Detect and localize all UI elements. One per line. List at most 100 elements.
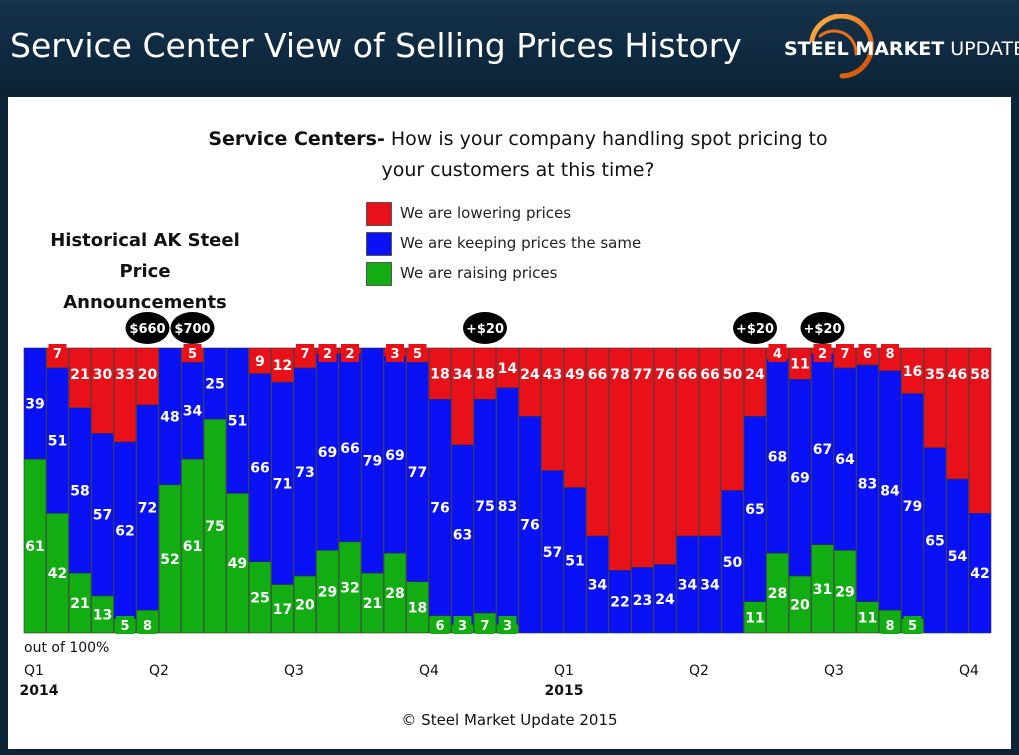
label-same: 57 (93, 508, 112, 524)
label-raising: 61 (183, 539, 202, 555)
label-lowering: 21 (70, 367, 89, 383)
label-same: 34 (700, 578, 720, 594)
bar-same (698, 535, 722, 634)
x-tick-label: Q1 (554, 663, 574, 679)
label-box-lowering (183, 344, 202, 362)
bar-raising (361, 572, 384, 634)
label-raising: 52 (160, 552, 179, 568)
label-box-lowering (881, 344, 899, 362)
label-box-lowering (318, 344, 337, 362)
label-lowering: 20 (138, 367, 158, 383)
label-lowering: 18 (430, 367, 449, 383)
label-lowering: 58 (970, 367, 989, 383)
label-raising: 5 (120, 619, 129, 634)
legend-swatch-lowering (366, 202, 392, 226)
label-lowering: 66 (588, 367, 607, 383)
label-same: 34 (183, 404, 203, 420)
label-same: 54 (948, 549, 968, 565)
label-raising: 42 (48, 566, 67, 582)
chart-panel: 39 61 7 51 42 21 58 21 30 57 13 33 62 5 20 72 8 48 52 5 34 61… (8, 97, 1011, 749)
label-box-raising (498, 616, 517, 634)
price-announcement-oval (733, 312, 777, 344)
label-lowering: 7 (53, 347, 62, 362)
label-same: 83 (858, 476, 877, 492)
label-lowering: 2 (818, 347, 827, 362)
label-raising: 8 (885, 619, 894, 634)
label-same: 25 (205, 377, 224, 393)
bar-raising (181, 458, 204, 634)
bar-raising (91, 595, 114, 634)
survey-question: Service Centers- How is your company han… (188, 124, 848, 186)
label-raising: 49 (228, 556, 247, 572)
label-raising: 31 (813, 582, 832, 598)
label-box-raising (431, 616, 449, 634)
bar-raising (406, 581, 429, 634)
label-lowering: 66 (700, 367, 719, 383)
y-axis-caption: out of 100% (24, 640, 109, 656)
legend-item-raising: We are raising prices (366, 260, 686, 290)
label-lowering: 33 (115, 367, 134, 383)
label-lowering: 77 (633, 367, 652, 383)
label-raising: 13 (93, 607, 112, 623)
label-raising: 5 (908, 619, 917, 634)
bar-raising (203, 418, 227, 634)
label-same: 72 (138, 501, 157, 517)
bar-same (968, 512, 992, 634)
label-same: 48 (160, 409, 179, 425)
label-lowering: 8 (885, 347, 894, 362)
label-box-raising (138, 616, 157, 634)
label-same: 73 (295, 465, 314, 481)
bar-same (541, 470, 564, 634)
label-raising: 29 (318, 585, 337, 601)
x-tick-label: Q2 (689, 663, 709, 679)
label-raising: 61 (25, 539, 44, 555)
bar-same (653, 564, 677, 634)
legend-item-same: We are keeping prices the same (366, 230, 686, 260)
x-tick-label: Q3 (824, 663, 844, 679)
label-raising: 32 (340, 580, 359, 596)
label-lowering: 12 (273, 358, 292, 374)
label-lowering: 30 (93, 367, 113, 383)
label-lowering: 2 (323, 347, 332, 362)
label-box-lowering (296, 344, 314, 362)
bar-raising (833, 550, 857, 634)
legend-item-lowering: We are lowering prices (366, 200, 686, 230)
label-same: 39 (25, 397, 44, 413)
label-lowering: 46 (948, 367, 967, 383)
label-same: 66 (250, 461, 269, 477)
bar-lowering (91, 347, 114, 434)
bar-raising (46, 512, 69, 634)
bar-same (631, 567, 654, 634)
legend-label-same: We are keeping prices the same (400, 234, 642, 252)
label-box-lowering (836, 344, 854, 362)
label-box-raising (453, 616, 472, 634)
label-same: 51 (228, 414, 247, 430)
bar-raising (316, 550, 339, 634)
label-raising: 21 (363, 596, 382, 612)
label-raising: 18 (408, 600, 427, 616)
logo-swoosh-icon (809, 14, 874, 79)
logo-text: STEEL MARKET UPDATE (784, 38, 1019, 60)
price-announcement-oval (125, 312, 170, 344)
label-same: 77 (408, 465, 427, 481)
year-label: 2014 (20, 683, 59, 699)
label-same: 76 (520, 518, 539, 534)
label-box-lowering (408, 344, 427, 362)
label-lowering: 35 (925, 367, 944, 383)
bar-same (946, 478, 969, 634)
chart-legend: We are lowering prices We are keeping pr… (366, 200, 686, 290)
label-raising: 3 (458, 619, 467, 634)
historical-announcements-title: Historical AK Steel Price Announcements (50, 230, 240, 313)
label-lowering: 24 (745, 367, 765, 383)
bar-raising (248, 561, 272, 634)
bar-same (586, 535, 609, 634)
label-lowering: 5 (188, 347, 197, 362)
header-bar: Service Center View of Selling Prices Hi… (0, 0, 1019, 97)
label-raising: 28 (768, 586, 787, 602)
question-text: How is your company handling spot pricin… (381, 128, 828, 181)
bar-lowering (451, 347, 474, 446)
label-lowering: 5 (413, 347, 422, 362)
label-same: 79 (903, 499, 922, 515)
bar-raising (856, 601, 879, 634)
question-bold-prefix: Service Centers- (208, 128, 385, 150)
